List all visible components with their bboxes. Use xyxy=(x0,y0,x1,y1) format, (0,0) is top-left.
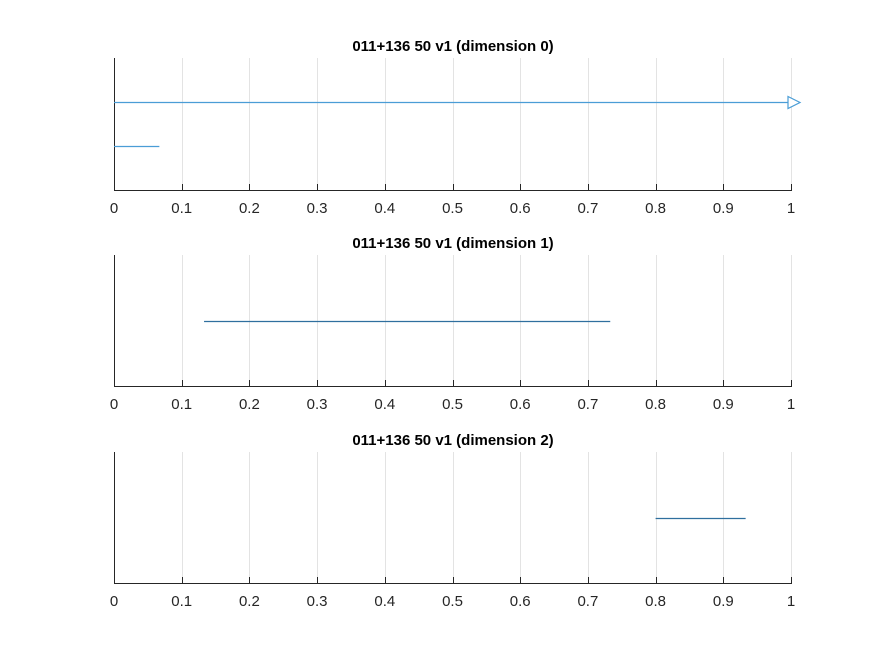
x-tick-label: 0.9 xyxy=(713,396,734,413)
x-tick-label: 0 xyxy=(110,396,118,413)
x-tick-label: 0.8 xyxy=(645,396,666,413)
x-tick-label: 0.5 xyxy=(442,396,463,413)
x-tick-label: 0.5 xyxy=(442,593,463,610)
x-tick-label: 0.4 xyxy=(374,396,395,413)
x-tick-label: 0.1 xyxy=(171,396,192,413)
x-tick-label: 0.8 xyxy=(645,593,666,610)
x-tick-label: 0.7 xyxy=(577,396,598,413)
x-tick-label: 0.6 xyxy=(510,593,531,610)
x-tick-label: 0.4 xyxy=(374,593,395,610)
x-tick-label: 0.3 xyxy=(307,200,328,217)
x-tick-label: 0.3 xyxy=(307,396,328,413)
x-tick-label: 0.7 xyxy=(577,200,598,217)
x-tick-label: 0.2 xyxy=(239,593,260,610)
x-tick-label: 0.1 xyxy=(171,200,192,217)
x-tick-label: 0 xyxy=(110,200,118,217)
x-tick-label: 0.6 xyxy=(510,200,531,217)
panel-title-dimension-2: 011+136 50 v1 (dimension 2) xyxy=(352,432,553,449)
x-tick-label: 0.2 xyxy=(239,200,260,217)
infinite-arrow-head xyxy=(787,95,802,110)
x-tick-label: 0.2 xyxy=(239,396,260,413)
panel-dimension-2: 011+136 50 v1 (dimension 2) 0 0.1 0.2 0.3 0.… xyxy=(110,432,795,610)
x-tick-label: 0.1 xyxy=(171,593,192,610)
x-tick-label: 0.3 xyxy=(307,593,328,610)
x-tick-label: 0.4 xyxy=(374,200,395,217)
x-tick-label: 0 xyxy=(110,593,118,610)
x-tick-label: 0.9 xyxy=(713,200,734,217)
panel-dimension-0: 011+136 50 v1 (dimension 0) 0 0.1 0.2 0.3 0.… xyxy=(110,38,802,217)
x-tick-label: 1 xyxy=(787,396,795,413)
x-tick-label: 0.7 xyxy=(577,593,598,610)
panel-title-dimension-0: 011+136 50 v1 (dimension 0) xyxy=(352,38,553,55)
x-tick-label: 0.8 xyxy=(645,200,666,217)
x-tick-label: 0.6 xyxy=(510,396,531,413)
x-tick-label: 1 xyxy=(787,200,795,217)
x-tick-label: 0.5 xyxy=(442,200,463,217)
panel-dimension-1: 011+136 50 v1 (dimension 1) 0 0.1 0.2 0.3 0.… xyxy=(110,235,795,413)
x-tick-label: 0.9 xyxy=(713,593,734,610)
x-tick-label: 1 xyxy=(787,593,795,610)
panel-title-dimension-1: 011+136 50 v1 (dimension 1) xyxy=(352,235,553,252)
